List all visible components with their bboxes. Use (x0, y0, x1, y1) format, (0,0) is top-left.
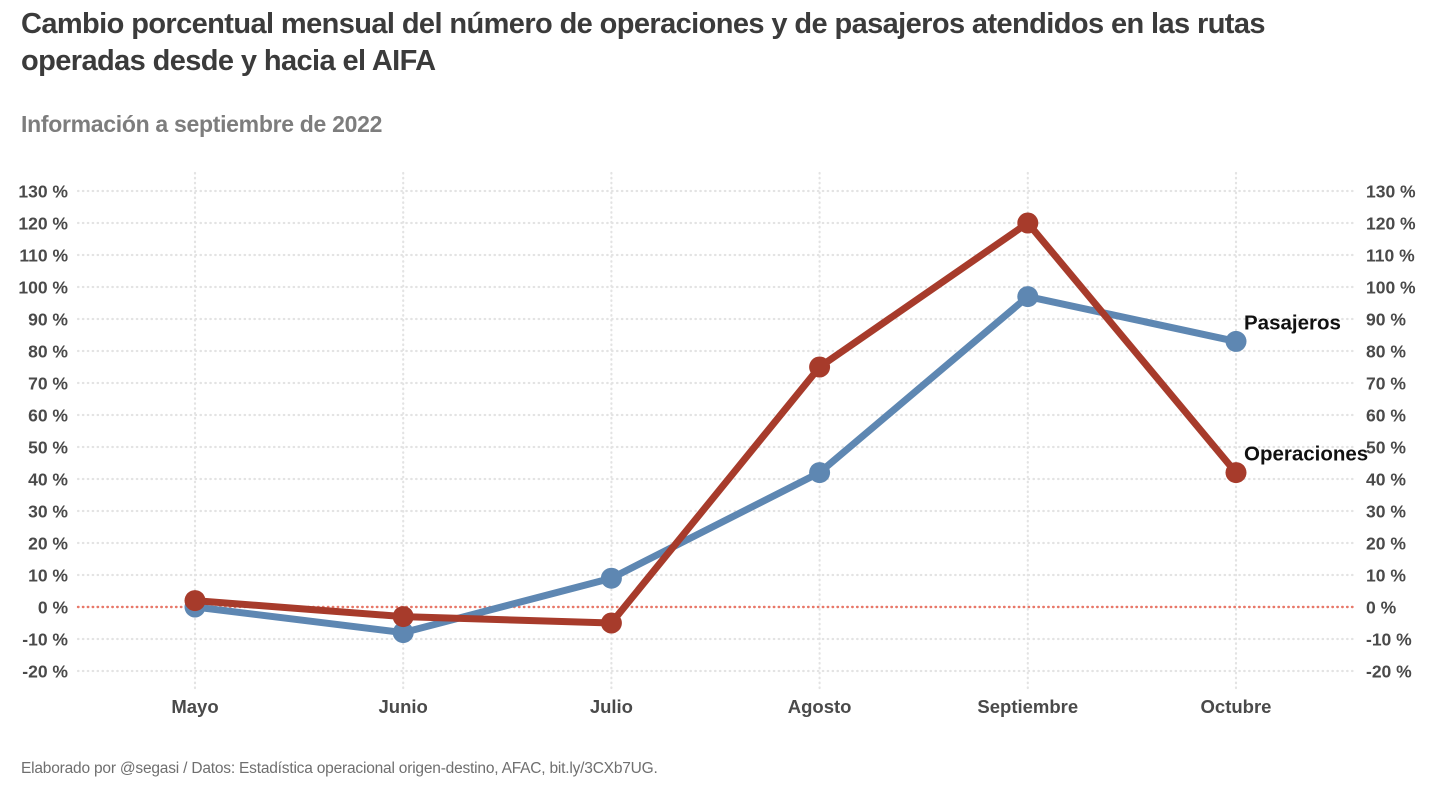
y-tick-label-left: 110 % (19, 246, 68, 266)
x-tick-label: Junio (379, 696, 428, 717)
y-tick-label-left: 80 % (28, 342, 68, 362)
data-point-pasajeros (1017, 286, 1039, 308)
y-tick-label-left: 10 % (28, 566, 68, 586)
y-tick-label-right: 40 % (1366, 470, 1406, 490)
x-tick-label: Septiembre (977, 696, 1078, 717)
data-point-operaciones (600, 612, 622, 634)
x-tick-label: Mayo (171, 696, 218, 717)
data-point-pasajeros (809, 462, 831, 484)
data-point-pasajeros (1225, 330, 1247, 352)
y-tick-label-left: 120 % (18, 214, 68, 234)
y-tick-label-right: 20 % (1366, 534, 1406, 554)
y-tick-label-left: 50 % (28, 438, 68, 458)
chart-title: Cambio porcentual mensual del número de … (21, 8, 1266, 77)
data-point-operaciones (1225, 462, 1247, 484)
y-tick-label-right: -20 % (1366, 662, 1412, 682)
y-tick-label-right: 80 % (1366, 342, 1406, 362)
source-caption: Elaborado por @segasi / Datos: Estadísti… (21, 760, 658, 777)
y-tick-label-left: 60 % (28, 406, 68, 426)
x-tick-label: Agosto (788, 696, 852, 717)
y-tick-label-right: 10 % (1366, 566, 1406, 586)
series-line-operaciones (191, 219, 1240, 627)
y-tick-label-left: 20 % (28, 534, 68, 554)
y-tick-label-right: -10 % (1366, 630, 1412, 650)
data-point-pasajeros (600, 567, 622, 589)
data-point-operaciones (184, 590, 206, 612)
chart-subtitle: Información a septiembre de 2022 (21, 111, 383, 137)
y-tick-label-right: 0 % (1366, 598, 1397, 618)
y-tick-label-right: 110 % (1366, 246, 1415, 266)
y-tick-label-right: 130 % (1366, 182, 1416, 202)
y-tick-label-left: -20 % (22, 662, 68, 682)
y-tick-label-right: 70 % (1366, 374, 1406, 394)
line-chart: Pasajeros Operaciones -20 % -20 % -10 % -10 %… (18, 171, 1416, 717)
y-tick-label-left: 70 % (28, 374, 68, 394)
data-point-pasajeros (392, 622, 414, 644)
series-line-pasajeros (191, 293, 1240, 637)
y-tick-label-left: 130 % (18, 182, 68, 202)
y-tick-label-right: 120 % (1366, 214, 1416, 234)
y-tick-label-left: 100 % (18, 278, 68, 298)
y-tick-label-left: 90 % (28, 310, 68, 330)
y-tick-label-right: 60 % (1366, 406, 1406, 426)
y-tick-label-left: 30 % (28, 502, 68, 522)
data-point-operaciones (809, 356, 831, 378)
y-tick-label-right: 30 % (1366, 502, 1406, 522)
data-point-operaciones (392, 606, 414, 628)
series-label-operaciones: Operaciones (1244, 443, 1368, 466)
y-tick-label-left: 40 % (28, 470, 68, 490)
y-tick-label-right: 90 % (1366, 310, 1406, 330)
y-tick-label-left: -10 % (22, 630, 68, 650)
y-tick-label-left: 0 % (38, 598, 69, 618)
x-tick-label: Octubre (1201, 696, 1272, 717)
data-point-operaciones (1017, 212, 1039, 234)
y-tick-label-right: 100 % (1366, 278, 1416, 298)
series-label-pasajeros: Pasajeros (1244, 311, 1341, 334)
x-tick-label: Julio (590, 696, 633, 717)
y-tick-label-right: 50 % (1366, 438, 1406, 458)
